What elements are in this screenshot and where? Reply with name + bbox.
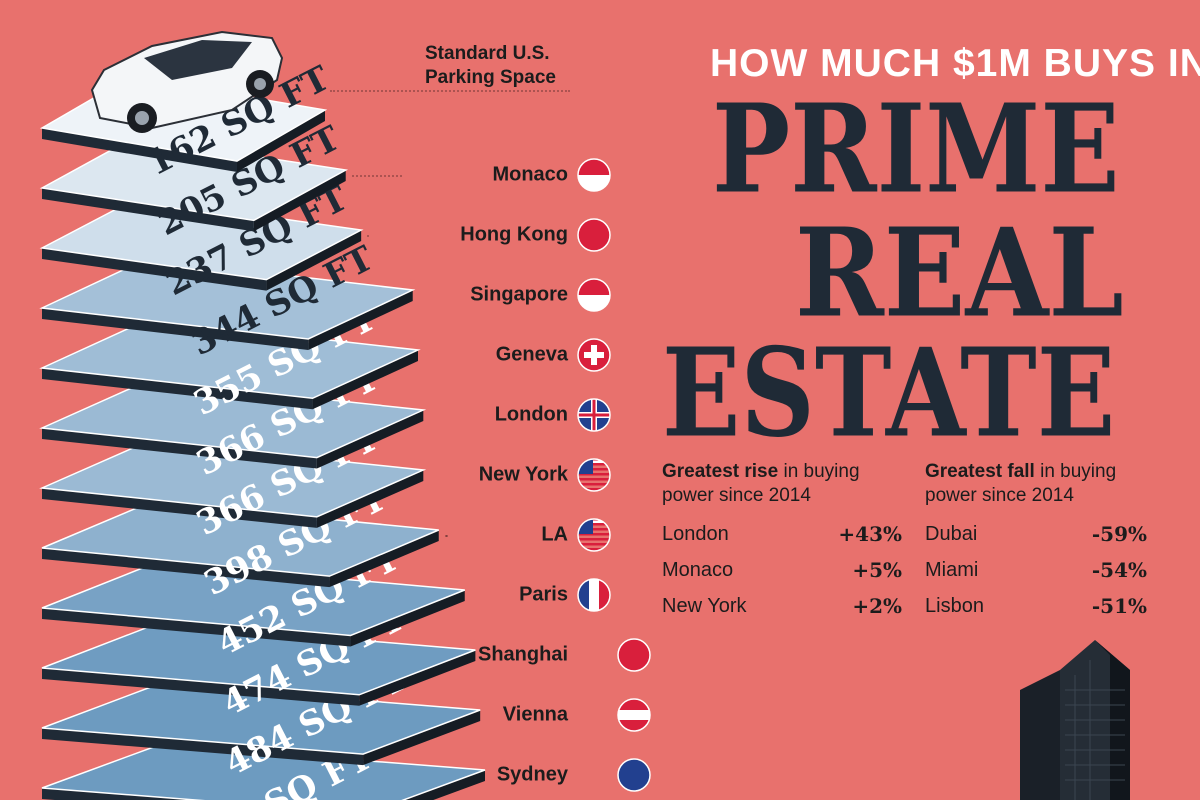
slab-side-face bbox=[253, 170, 346, 232]
slab-front-face bbox=[42, 188, 254, 232]
slab-side-face bbox=[308, 290, 413, 350]
slab-side-face bbox=[350, 590, 465, 647]
city-label: Paris bbox=[519, 583, 568, 606]
city-label: Geneva bbox=[495, 343, 568, 366]
slab-top-face bbox=[39, 258, 416, 340]
slab-front-face bbox=[42, 128, 237, 173]
slab-front-face bbox=[42, 608, 351, 647]
parking-space-label: Standard U.S. Parking Space bbox=[425, 43, 556, 88]
slab-side-face bbox=[329, 530, 439, 588]
city-label: Sydney bbox=[496, 763, 568, 786]
uk-flag-icon bbox=[577, 398, 611, 432]
singapore-flag-icon bbox=[577, 278, 611, 312]
rise-heading: Greatest rise in buying power since 2014 bbox=[662, 461, 860, 506]
china-flag-icon bbox=[617, 638, 651, 672]
rise-row: New York +2% bbox=[662, 594, 902, 618]
austria-flag-icon bbox=[617, 698, 651, 732]
slab-side-face bbox=[237, 110, 325, 173]
leader-line bbox=[330, 90, 570, 92]
france-flag-icon bbox=[577, 578, 611, 612]
city-label: New York bbox=[478, 463, 568, 486]
slab-side-face bbox=[359, 650, 476, 706]
title-line-estate: ESTATE bbox=[662, 321, 1116, 465]
fall-row: Dubai -59% bbox=[925, 522, 1147, 546]
fall-heading: Greatest fall in buying power since 2014 bbox=[925, 461, 1117, 506]
slab-front-face bbox=[42, 488, 317, 528]
fall-panel: Greatest fall in buying power since 2014… bbox=[925, 460, 1147, 624]
title-line-real: REAL bbox=[795, 201, 1124, 345]
australia-flag-icon bbox=[617, 758, 651, 792]
slab-front-face bbox=[42, 728, 364, 766]
rise-panel: Greatest rise in buying power since 2014… bbox=[662, 460, 902, 624]
slab-top-face bbox=[39, 136, 349, 222]
slab-top-face bbox=[41, 622, 476, 696]
hong-kong-flag-icon bbox=[577, 218, 611, 252]
slab-top-face bbox=[41, 561, 466, 637]
subtitle: HOW MUCH $1M BUYS IN bbox=[710, 42, 1200, 85]
slab-top-face bbox=[41, 683, 481, 755]
slab-front-face bbox=[42, 308, 309, 350]
slab-top-face bbox=[41, 501, 440, 577]
slab-front-face bbox=[42, 248, 267, 291]
rise-row: Monaco +5% bbox=[662, 558, 902, 582]
slab-side-face bbox=[316, 410, 424, 469]
city-label: Shanghai bbox=[477, 643, 568, 666]
leader-line bbox=[367, 235, 369, 237]
city-label: Singapore bbox=[470, 283, 568, 306]
slab-top-face bbox=[39, 318, 421, 400]
city-label: Monaco bbox=[492, 163, 568, 186]
car-icon bbox=[90, 30, 284, 133]
skyscraper-icon bbox=[1020, 640, 1130, 800]
slab-front-face bbox=[42, 368, 313, 410]
title-line-prime: PRIME bbox=[712, 77, 1120, 221]
city-label: Vienna bbox=[502, 703, 568, 726]
slab-side-face bbox=[266, 230, 362, 291]
slab-top-face bbox=[39, 379, 427, 459]
leader-line bbox=[444, 535, 446, 537]
slab-front-face bbox=[42, 428, 317, 469]
slab-front-face bbox=[42, 548, 330, 588]
switzerland-flag-icon bbox=[577, 338, 611, 372]
city-label: London bbox=[494, 403, 568, 426]
usa-flag-icon bbox=[577, 518, 611, 552]
slab-top-face bbox=[39, 197, 364, 281]
slab-11: SQ FT bbox=[41, 737, 486, 800]
slab-side-face bbox=[363, 710, 481, 766]
city-label-area: Monaco Hong Kong Singapore Geneva London New … bbox=[330, 90, 651, 792]
fall-row: Miami -54% bbox=[925, 558, 1147, 582]
slab-front-face bbox=[42, 668, 360, 706]
city-label: Hong Kong bbox=[460, 223, 568, 246]
leader-line bbox=[351, 175, 402, 177]
monaco-flag-icon bbox=[577, 158, 611, 192]
fall-row: Lisbon -51% bbox=[925, 594, 1147, 618]
slab-side-face bbox=[312, 350, 419, 410]
slab-top-face bbox=[41, 743, 486, 800]
rise-row: London +43% bbox=[662, 522, 902, 546]
city-label: LA bbox=[541, 523, 568, 546]
usa-flag-icon bbox=[577, 458, 611, 492]
slab-side-face bbox=[316, 470, 424, 528]
